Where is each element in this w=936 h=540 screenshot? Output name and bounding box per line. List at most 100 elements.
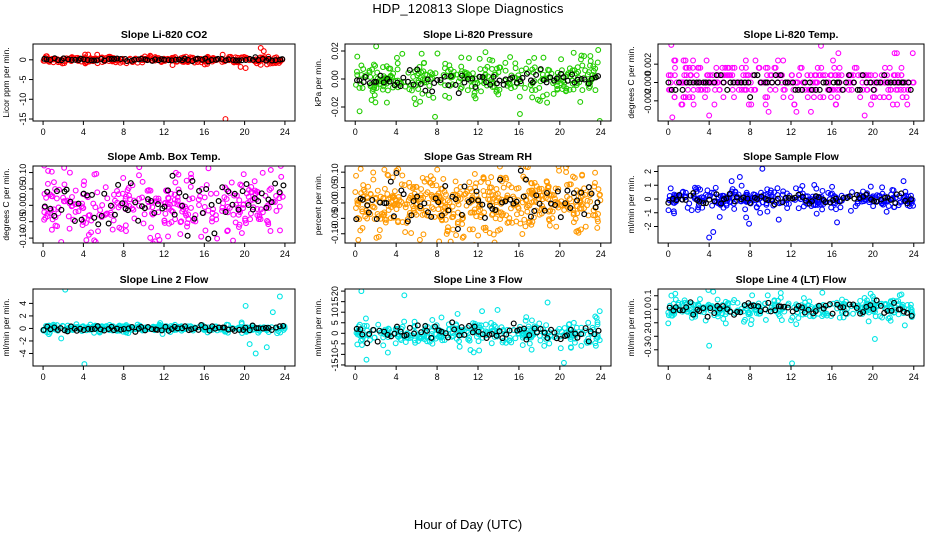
reference-point bbox=[840, 304, 847, 311]
reference-point bbox=[777, 303, 784, 310]
reference-point bbox=[673, 197, 680, 204]
reference-point bbox=[172, 56, 179, 63]
data-point bbox=[749, 292, 756, 299]
reference-point bbox=[724, 86, 731, 93]
outlier-point bbox=[45, 167, 52, 174]
reference-point bbox=[720, 79, 727, 86]
data-point bbox=[567, 344, 574, 351]
data-point bbox=[688, 300, 695, 307]
reference-point bbox=[471, 323, 478, 330]
outlier-point bbox=[775, 216, 782, 223]
reference-point bbox=[431, 79, 438, 86]
data-point bbox=[444, 68, 451, 75]
data-point bbox=[878, 72, 885, 79]
data-point bbox=[453, 232, 459, 239]
data-point bbox=[886, 64, 893, 71]
data-point bbox=[693, 72, 700, 79]
data-point bbox=[457, 190, 463, 197]
data-point bbox=[478, 88, 484, 95]
panel-8: Slope Line 3 Flow ml/min per min. 0 4 8 12 16 2… bbox=[313, 274, 612, 382]
data-point bbox=[903, 94, 910, 101]
data-point bbox=[768, 193, 775, 200]
data-point bbox=[570, 49, 577, 56]
data-point bbox=[205, 166, 212, 172]
reference-point bbox=[520, 193, 527, 200]
reference-point bbox=[432, 323, 439, 330]
data-point bbox=[209, 215, 216, 222]
reference-point bbox=[850, 79, 857, 86]
data-point bbox=[114, 188, 120, 194]
x-tick-label: 12 bbox=[473, 372, 483, 382]
data-point bbox=[427, 173, 434, 180]
data-point bbox=[538, 185, 545, 192]
reference-point bbox=[507, 196, 514, 203]
data-point bbox=[681, 72, 688, 79]
reference-point bbox=[199, 56, 206, 63]
data-point bbox=[418, 50, 425, 57]
x-tick-label: 4 bbox=[394, 249, 399, 259]
data-point bbox=[780, 57, 787, 64]
data-point bbox=[745, 72, 752, 79]
reference-point bbox=[164, 187, 171, 194]
data-point bbox=[508, 205, 514, 212]
data-point bbox=[857, 94, 864, 101]
reference-point bbox=[438, 212, 445, 219]
data-point bbox=[360, 139, 365, 144]
data-point bbox=[465, 55, 472, 61]
data-point bbox=[370, 169, 377, 176]
data-point bbox=[854, 200, 861, 207]
data-point bbox=[742, 206, 749, 213]
outlier-point bbox=[368, 97, 375, 103]
data-point bbox=[480, 188, 487, 194]
reference-point bbox=[499, 199, 506, 206]
data-point bbox=[565, 138, 570, 143]
data-point bbox=[380, 342, 387, 349]
reference-point bbox=[666, 304, 673, 311]
data-point bbox=[489, 212, 495, 218]
reference-point bbox=[672, 304, 679, 311]
data-point bbox=[566, 181, 573, 188]
outlier-point bbox=[710, 289, 717, 295]
data-point bbox=[421, 59, 428, 66]
reference-point bbox=[246, 55, 253, 62]
x-tick-label: 20 bbox=[555, 127, 565, 137]
reference-point bbox=[581, 76, 588, 83]
data-point bbox=[92, 238, 99, 243]
data-point bbox=[489, 327, 496, 334]
reference-point bbox=[843, 79, 850, 86]
data-point bbox=[385, 207, 392, 213]
x-tick-label: 24 bbox=[280, 127, 290, 137]
data-point bbox=[450, 211, 457, 217]
x-tick-label: 0 bbox=[666, 127, 671, 137]
data-point bbox=[97, 207, 104, 214]
reference-point bbox=[713, 191, 720, 198]
x-tick-label: 8 bbox=[121, 372, 126, 382]
reference-point bbox=[771, 201, 778, 208]
data-point bbox=[366, 69, 373, 76]
data-point bbox=[579, 62, 586, 69]
data-point bbox=[420, 194, 427, 201]
y-tick-label: -0.3 bbox=[643, 342, 653, 358]
reference-point bbox=[541, 207, 548, 214]
data-point bbox=[689, 94, 696, 101]
data-point bbox=[500, 175, 506, 182]
data-point bbox=[161, 219, 168, 226]
data-point bbox=[228, 264, 233, 269]
data-point bbox=[423, 79, 430, 86]
data-point bbox=[426, 82, 433, 89]
data-point bbox=[363, 322, 370, 329]
data-point bbox=[525, 58, 532, 65]
data-point bbox=[442, 92, 449, 99]
x-tick-label: 24 bbox=[909, 372, 919, 382]
data-point bbox=[719, 310, 726, 317]
reference-point bbox=[533, 71, 540, 78]
reference-point bbox=[236, 326, 243, 333]
reference-point bbox=[111, 211, 118, 218]
data-point bbox=[756, 64, 763, 71]
data-point bbox=[456, 338, 462, 345]
reference-point bbox=[357, 326, 364, 333]
data-point bbox=[449, 214, 456, 221]
data-point bbox=[476, 55, 483, 62]
data-point bbox=[374, 187, 381, 194]
reference-point bbox=[461, 331, 468, 338]
